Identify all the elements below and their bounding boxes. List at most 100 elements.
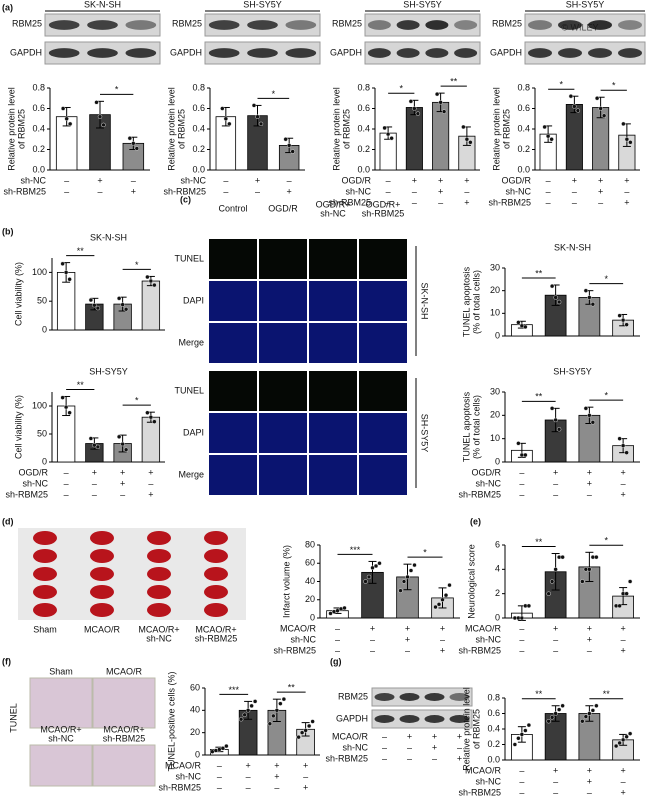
data-point [560,554,565,560]
y-tick-label: 0.8 [32,82,45,92]
significance-label: * [604,391,608,401]
brain-slice [204,567,228,581]
blot-band [367,48,391,58]
blot-strip [364,41,481,65]
blot-band [618,20,642,30]
condition-mark: + [440,623,445,633]
condition-mark: – [217,782,222,792]
condition-mark: + [620,787,625,797]
y-tick-label: 0.8 [517,82,530,92]
data-point [464,137,470,142]
micrograph [209,281,257,321]
brain-slice [90,585,114,599]
data-point [377,561,382,566]
micrograph-column-label: OGD/R [268,203,298,213]
condition-label: sh-RBM25 [325,753,368,763]
y-tick-label: 0.2 [517,144,530,154]
condition-mark: – [386,186,391,196]
data-point [556,427,562,432]
data-point [587,711,592,716]
micrograph [92,677,156,729]
y-tick-label: 0.0 [487,754,500,764]
condition-label: sh-NC [475,478,501,488]
condition-mark: + [438,175,443,185]
significance-label: ** [450,77,458,87]
data-point [120,302,125,307]
data-point [152,282,157,288]
y-axis-label: Cell viability (%) [13,262,23,326]
condition-mark: – [223,186,228,196]
y-tick-label: 0.6 [192,103,205,113]
data-point [583,288,589,293]
data-point [123,307,129,312]
data-point [580,719,585,724]
data-point [88,436,94,441]
condition-label: sh-RBM25 [3,186,46,196]
condition-mark: – [519,776,524,786]
condition-mark: – [464,186,469,196]
data-point [335,608,340,613]
y-tick-label: 30 [490,262,500,272]
y-tick-label: 0.0 [192,164,205,174]
condition-mark: – [553,489,558,499]
data-point [526,603,532,609]
bar [141,280,161,331]
data-point [523,728,528,733]
significance-label: * [604,274,608,284]
condition-mark: – [335,623,340,633]
condition-mark: – [246,782,251,792]
brain-slice [33,531,57,545]
condition-label: sh-RBM25 [5,489,48,499]
condition-label: sh-NC [290,634,316,644]
data-point [443,592,449,598]
blot-band [399,693,420,701]
condition-mark: – [519,478,524,488]
data-point [281,696,287,702]
data-point [227,121,232,127]
significance-label: * [135,396,139,406]
data-point [590,420,596,425]
data-point [624,734,629,739]
condition-mark: + [405,634,410,644]
condition-mark: – [92,478,97,488]
chart-title: SK-N-SH [554,242,591,252]
data-point [123,447,129,452]
condition-mark: – [407,742,412,752]
blot-band [367,20,391,30]
data-point [594,96,600,101]
blot-band [374,715,395,723]
data-point [120,441,125,447]
y-axis-label: Relative protein level [331,87,341,171]
condition-mark: + [255,175,260,185]
condition-mark: + [120,467,125,477]
y-tick-label: 0 [495,456,500,466]
y-tick-label: 40 [190,705,200,715]
condition-mark: + [412,175,417,185]
data-point [560,703,565,708]
y-axis-label: Cell viability (%) [13,395,23,459]
condition-mark: – [519,623,524,633]
blot-strip [524,41,646,65]
data-point [447,582,452,588]
blot-band [588,48,612,58]
condition-mark: – [255,186,260,196]
data-point [553,295,558,300]
significance-label: * [612,81,616,91]
blot-row-label: RBM25 [172,18,202,28]
condition-mark: – [438,197,443,207]
y-tick-label: 20 [305,594,315,604]
data-point [145,410,150,415]
y-tick-label: 0.0 [32,164,45,174]
significance-label: * [423,548,427,558]
data-point [278,701,283,706]
data-point [553,567,558,572]
micrograph [359,281,407,321]
condition-mark: + [432,731,437,741]
significance-label: ** [535,537,543,547]
significance-label: ** [603,689,611,699]
y-axis-label: TUNEL apoptosis [461,391,471,462]
data-point [549,406,555,411]
y-tick-label: 60 [305,558,315,568]
micrograph [209,239,257,279]
